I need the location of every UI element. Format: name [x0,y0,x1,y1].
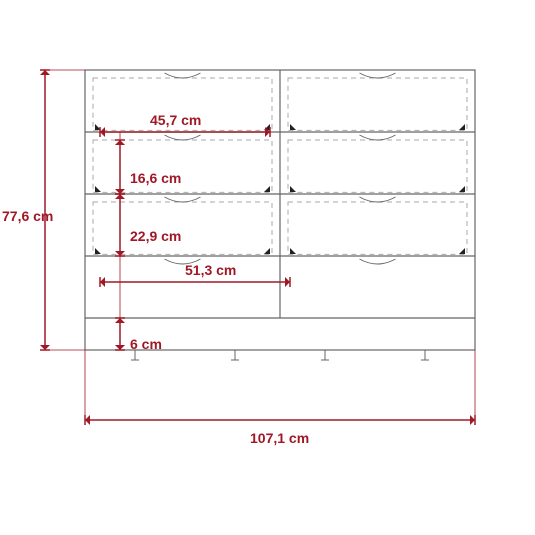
label-gap-height: 16,6 cm [130,170,181,186]
label-inner-width-bottom: 51,3 cm [185,262,236,278]
dimension-diagram: 77,6 cm 107,1 cm 45,7 cm 51,3 cm 16,6 cm… [0,0,535,535]
label-overall-height: 77,6 cm [2,208,53,224]
label-inner-width-top: 45,7 cm [150,112,201,128]
label-drawer-height: 22,9 cm [130,228,181,244]
label-overall-width: 107,1 cm [250,430,309,446]
label-base-height: 6 cm [130,336,162,352]
diagram-svg [0,0,535,535]
